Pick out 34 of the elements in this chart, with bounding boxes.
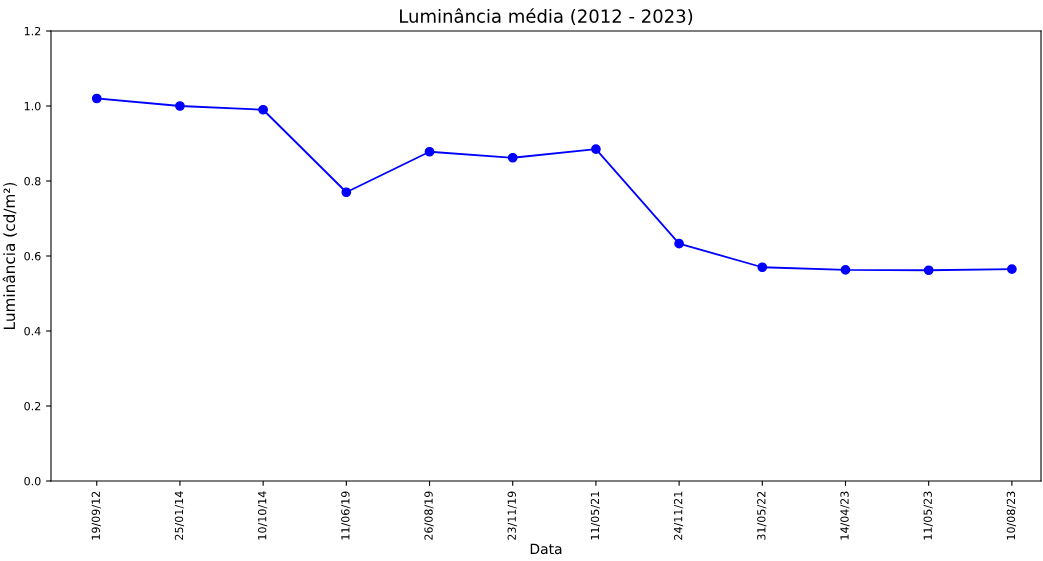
point bbox=[923, 265, 934, 276]
x-tick-label: 11/05/21 bbox=[590, 491, 601, 540]
x-tick-label: 31/05/22 bbox=[757, 491, 767, 540]
point bbox=[175, 101, 185, 111]
x-tick-label: 23/11/19 bbox=[507, 491, 517, 540]
x-tick-label: 10/10/14 bbox=[257, 491, 268, 540]
x-tick-label: 26/08/19 bbox=[424, 491, 434, 540]
y-tick-label: 0.8 bbox=[24, 176, 41, 186]
point bbox=[1007, 264, 1017, 274]
y-tick-label: 1.2 bbox=[24, 26, 41, 36]
y-tick-label: 0.6 bbox=[24, 251, 41, 261]
y-tick-label: 0.2 bbox=[24, 401, 41, 411]
point bbox=[591, 144, 601, 154]
x-tick-label: 24/11/21 bbox=[673, 491, 684, 540]
x-tick-label: 10/08/23 bbox=[1006, 491, 1016, 540]
point bbox=[258, 104, 269, 115]
y-tick-label: 1.0 bbox=[24, 101, 41, 111]
x-tick-label: 14/04/23 bbox=[840, 491, 850, 540]
point bbox=[840, 265, 851, 275]
chart-title: Luminância média (2012 - 2023) bbox=[400, 8, 693, 26]
y-axis-title: Luminância (cd/m²) bbox=[2, 182, 17, 329]
y-tick-label: 0.0 bbox=[24, 476, 41, 486]
point bbox=[424, 146, 435, 157]
x-tick-label: 11/06/19 bbox=[341, 491, 351, 540]
point bbox=[507, 152, 518, 163]
point bbox=[91, 93, 102, 104]
x-axis-title: Data bbox=[530, 543, 562, 555]
point bbox=[757, 262, 768, 273]
x-tick-label: 19/09/12 bbox=[91, 491, 101, 540]
point bbox=[341, 187, 352, 198]
point bbox=[674, 238, 684, 249]
x-tick-label: 25/01/14 bbox=[174, 491, 185, 540]
y-tick-label: 0.4 bbox=[24, 326, 41, 336]
x-tick-label: 11/05/23 bbox=[923, 491, 933, 540]
